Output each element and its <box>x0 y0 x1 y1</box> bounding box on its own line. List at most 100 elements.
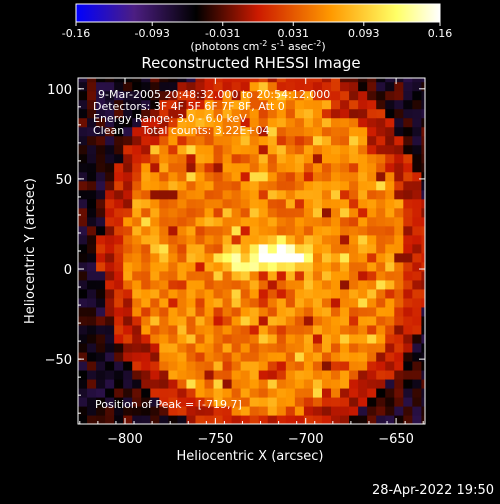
heatmap-cell <box>267 117 278 128</box>
heatmap-cell <box>403 351 413 362</box>
heatmap-cell <box>367 405 377 416</box>
heatmap-cell <box>195 252 206 263</box>
heatmap-cell <box>114 126 124 137</box>
heatmap-cell <box>231 78 242 83</box>
heatmap-cell <box>412 297 422 308</box>
heatmap-cell <box>141 405 151 416</box>
heatmap-cell <box>141 333 151 344</box>
heatmap-cell <box>376 81 386 92</box>
heatmap-cell <box>105 261 115 272</box>
heatmap-cell <box>123 78 133 83</box>
heatmap-cell <box>294 135 305 146</box>
heatmap-cell <box>240 306 251 317</box>
heatmap-cell <box>96 144 106 155</box>
heatmap-cell <box>285 135 296 146</box>
heatmap-cell <box>249 171 260 182</box>
heatmap-cell <box>285 180 296 191</box>
heatmap-cell <box>367 216 377 227</box>
heatmap-cell <box>231 306 242 317</box>
heatmap-cell <box>168 252 179 263</box>
heatmap-cell <box>385 333 395 344</box>
heatmap-cell <box>340 405 350 416</box>
heatmap-cell <box>204 297 215 308</box>
heatmap-cell <box>412 333 422 344</box>
heatmap-cell <box>78 261 88 272</box>
heatmap-cell <box>403 396 413 407</box>
heatmap-cell <box>276 306 287 317</box>
heatmap-cell <box>159 261 169 272</box>
heatmap-cell <box>168 414 179 424</box>
heatmap-cell <box>385 108 395 119</box>
heatmap-cell <box>177 297 188 308</box>
heatmap-cell <box>249 207 260 218</box>
heatmap-cell <box>331 153 341 164</box>
heatmap-cell <box>132 387 142 398</box>
heatmap-cell <box>204 90 215 101</box>
heatmap-cell <box>96 78 106 83</box>
heatmap-cell <box>349 270 359 281</box>
heatmap-cell <box>285 405 296 416</box>
heatmap-cell <box>96 234 106 245</box>
heatmap-cell <box>258 78 269 83</box>
heatmap-cell <box>421 297 425 308</box>
heatmap-cell <box>285 99 296 110</box>
heatmap-cell <box>367 369 377 380</box>
heatmap-cell <box>349 387 359 398</box>
heatmap-cell <box>240 360 251 371</box>
heatmap-cell <box>159 288 169 299</box>
heatmap-cell <box>312 261 323 272</box>
heatmap-cell <box>421 171 425 182</box>
heatmap-cell <box>186 180 197 191</box>
heatmap-cell <box>114 261 124 272</box>
heatmap-cell <box>96 342 106 353</box>
heatmap-cell <box>132 360 142 371</box>
heatmap-cell <box>240 78 251 83</box>
heatmap-cell <box>249 225 260 236</box>
heatmap-cell <box>285 351 296 362</box>
heatmap-cell <box>349 360 359 371</box>
heatmap-cell <box>349 234 359 245</box>
heatmap-cell <box>403 117 413 128</box>
heatmap-cell <box>294 315 305 326</box>
heatmap-cell <box>114 279 124 290</box>
heatmap-cell <box>105 279 115 290</box>
heatmap-cells <box>78 78 425 424</box>
heatmap-cell <box>267 225 278 236</box>
heatmap-cell <box>132 315 142 326</box>
heatmap-cell <box>204 414 215 424</box>
heatmap-cell <box>195 414 206 424</box>
heatmap-cell <box>303 378 314 389</box>
heatmap-cell <box>312 216 323 227</box>
heatmap-cell <box>78 297 88 308</box>
heatmap-cell <box>177 81 188 92</box>
heatmap-cell <box>294 288 305 299</box>
heatmap-cell <box>421 90 425 101</box>
heatmap-cell <box>367 342 377 353</box>
heatmap-cell <box>213 414 224 424</box>
heatmap-cell <box>204 288 215 299</box>
heatmap-cell <box>123 126 133 137</box>
heatmap-cell <box>403 405 413 416</box>
heatmap-cell <box>421 306 425 317</box>
heatmap-cell <box>258 279 269 290</box>
heatmap-cell <box>150 180 160 191</box>
heatmap-cell <box>276 360 287 371</box>
x-tick-label: −650 <box>378 432 414 447</box>
heatmap-cell <box>150 234 160 245</box>
heatmap-cell <box>249 234 260 245</box>
heatmap-cell <box>249 81 260 92</box>
heatmap-cell <box>87 315 97 326</box>
x-tick-label: −700 <box>288 432 324 447</box>
heatmap-cell <box>267 90 278 101</box>
heatmap-cell <box>195 270 206 281</box>
heatmap-cell <box>186 288 197 299</box>
heatmap-cell <box>159 297 169 308</box>
heatmap-cell <box>303 360 314 371</box>
heatmap-cell <box>403 270 413 281</box>
heatmap-cell <box>331 135 341 146</box>
heatmap-cell <box>385 78 395 83</box>
heatmap-cell <box>294 360 305 371</box>
heatmap-cell <box>213 81 224 92</box>
heatmap-cell <box>367 198 377 209</box>
